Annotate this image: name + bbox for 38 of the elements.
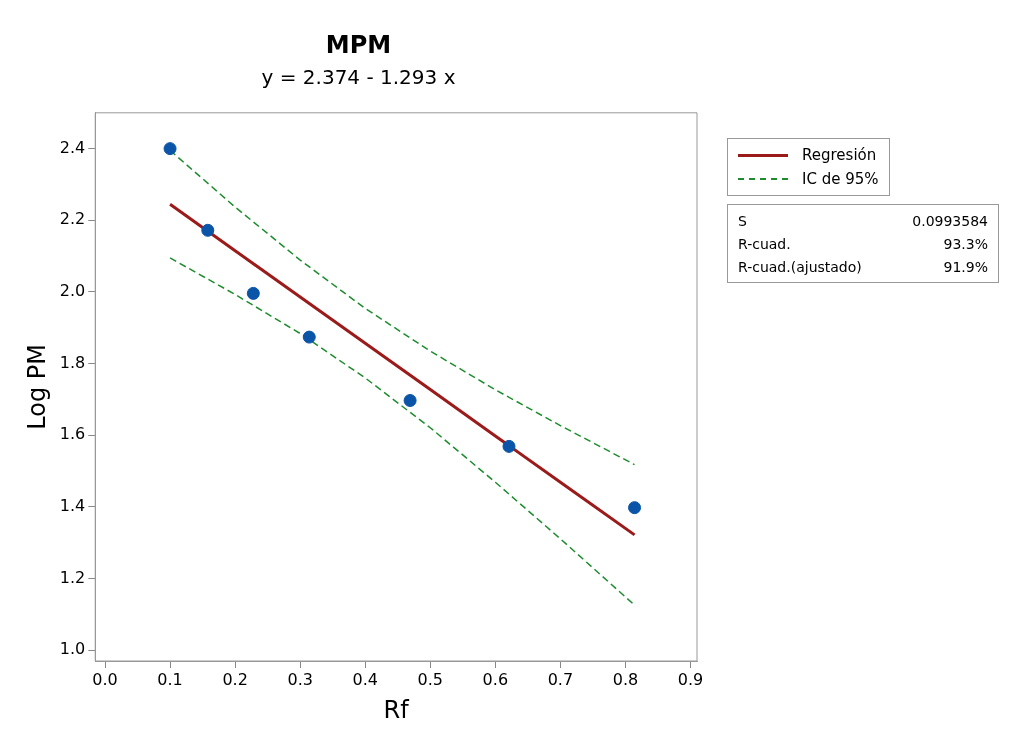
x-tick-label: 0.6 xyxy=(482,669,509,689)
x-axis-title: Rf xyxy=(383,695,410,724)
x-tick-label: 0.0 xyxy=(92,669,118,689)
point xyxy=(163,142,177,156)
text: 0.0993584 xyxy=(912,212,988,229)
x-tick-label: 0.4 xyxy=(352,669,378,689)
x-tick-label: 0.9 xyxy=(677,669,704,689)
y-tick-label: 2.0 xyxy=(59,281,86,301)
point xyxy=(246,286,260,300)
x-tick-label: 0.8 xyxy=(612,669,639,689)
text: R-cuad.(ajustado) xyxy=(738,258,862,275)
y-tick-label: 2.2 xyxy=(59,209,86,229)
point xyxy=(502,439,516,453)
y-axis-title: Log PM xyxy=(22,344,51,430)
text: 91.9% xyxy=(943,258,988,275)
point xyxy=(201,223,215,237)
text: 93.3% xyxy=(943,235,988,252)
legend-label: Regresión xyxy=(802,146,877,164)
y-tick-label: 1.0 xyxy=(59,639,86,659)
text: R-cuad. xyxy=(738,235,791,252)
point xyxy=(628,501,642,515)
point xyxy=(403,394,417,408)
chart-title: MPM xyxy=(325,30,392,59)
y-tick-label: 1.6 xyxy=(59,424,86,444)
x-tick-label: 0.3 xyxy=(287,669,313,689)
y-tick-label: 1.8 xyxy=(59,352,86,372)
line-series xyxy=(169,257,636,606)
x-tick-label: 0.2 xyxy=(222,669,248,689)
x-tick-label: 0.5 xyxy=(417,669,443,689)
y-tick-label: 1.4 xyxy=(59,496,86,516)
chart-subtitle: y = 2.374 - 1.293 x xyxy=(261,65,456,89)
y-tick-label: 1.2 xyxy=(59,567,86,587)
text: S xyxy=(738,212,747,229)
x-tick-label: 0.7 xyxy=(547,669,574,689)
y-tick-label: 2.4 xyxy=(59,137,86,157)
legend-label: IC de 95% xyxy=(802,170,879,188)
point xyxy=(302,330,316,344)
x-tick-label: 0.1 xyxy=(157,669,183,689)
